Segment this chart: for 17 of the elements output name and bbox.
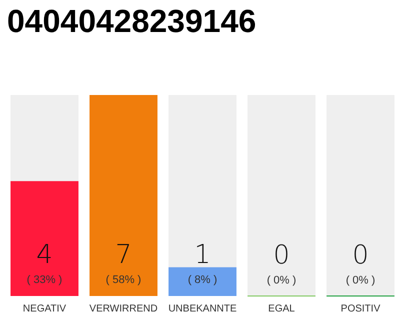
data-label: 1 <box>194 240 211 270</box>
x-tick-label: UNBEKANNTE <box>168 304 237 314</box>
annotation: ( 58% ) <box>106 274 142 286</box>
chart-title: 04040428239146 <box>7 3 256 39</box>
x-tick-label: NEGATIV <box>22 304 66 314</box>
data-label: 4 <box>36 240 53 270</box>
x-tick-label: EGAL <box>268 304 296 314</box>
annotation: ( 0% ) <box>346 274 376 286</box>
data-label: 0 <box>273 240 290 270</box>
x-tick-label: VERWIRREND <box>89 304 158 314</box>
x-tick-label: POSITIV <box>340 304 381 314</box>
bar <box>168 267 236 296</box>
annotation: ( 0% ) <box>266 274 296 286</box>
annotation: ( 33% ) <box>26 274 62 286</box>
data-label: 7 <box>115 240 132 270</box>
annotation: ( 8% ) <box>188 274 218 286</box>
data-label: 0 <box>352 240 369 270</box>
